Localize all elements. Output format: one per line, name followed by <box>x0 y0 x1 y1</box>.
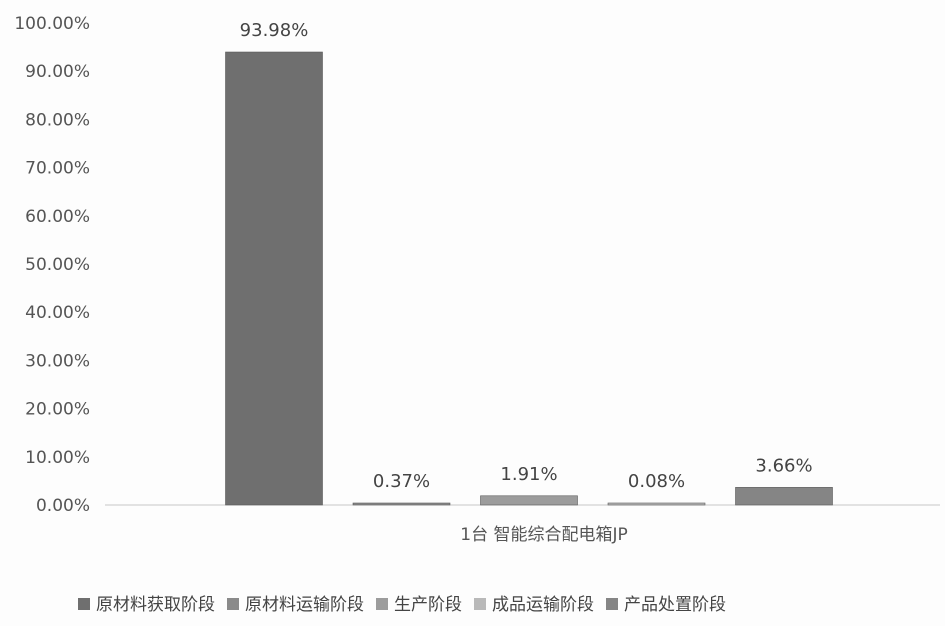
y-tick-label: 0.00% <box>36 496 90 516</box>
legend-swatch-3 <box>376 598 388 610</box>
bars-group <box>225 51 833 506</box>
legend-label-3: 生产阶段 <box>394 595 462 615</box>
legend-label-1: 原材料获取阶段 <box>96 595 215 615</box>
bar-3 <box>480 495 578 506</box>
bar-1 <box>225 51 323 506</box>
bar-5 <box>735 487 833 506</box>
legend-label-2: 原材料运输阶段 <box>245 595 364 615</box>
data-label-4: 0.08% <box>628 471 685 492</box>
legend-swatch-2 <box>227 598 239 610</box>
legend: 原材料获取阶段 原材料运输阶段 生产阶段 成品运输阶段 产品处置阶段 <box>78 595 726 615</box>
y-tick-label: 10.00% <box>25 448 90 468</box>
data-label-3: 1.91% <box>500 464 557 485</box>
x-axis-category-label: 1台 智能综合配电箱JP <box>460 525 628 545</box>
legend-label-5: 产品处置阶段 <box>624 595 726 615</box>
data-label-5: 3.66% <box>755 455 812 476</box>
bar-4 <box>607 502 706 506</box>
y-tick-label: 50.00% <box>25 255 90 275</box>
y-tick-label: 40.00% <box>25 303 90 323</box>
data-label-2: 0.37% <box>373 471 430 492</box>
data-label-1: 93.98% <box>240 20 309 41</box>
data-labels-group: 93.98% 0.37% 1.91% 0.08% 3.66% <box>240 20 813 492</box>
y-tick-label: 60.00% <box>25 207 90 227</box>
y-tick-label: 30.00% <box>25 351 90 371</box>
bar-2 <box>352 502 451 506</box>
legend-swatch-4 <box>474 598 486 610</box>
legend-label-4: 成品运输阶段 <box>492 595 594 615</box>
legend-swatch-1 <box>78 598 90 610</box>
y-tick-label: 100.00% <box>14 14 90 34</box>
y-tick-label: 90.00% <box>25 62 90 82</box>
y-tick-label: 20.00% <box>25 400 90 420</box>
y-axis-tick-labels: 0.00% 10.00% 20.00% 30.00% 40.00% 50.00% 60.00… <box>14 14 90 516</box>
y-tick-label: 70.00% <box>25 159 90 179</box>
legend-swatch-5 <box>606 598 618 610</box>
y-tick-label: 80.00% <box>25 110 90 130</box>
